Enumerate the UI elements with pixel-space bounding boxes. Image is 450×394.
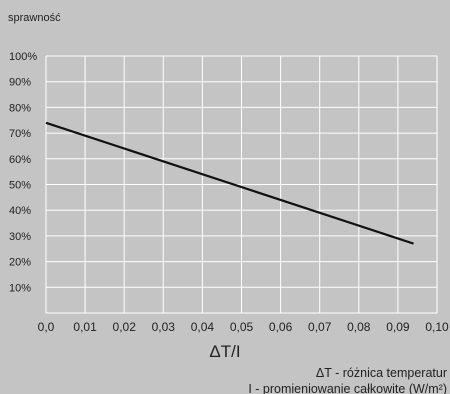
y-axis-ticks: 10% 20% 30% 40% 50% 60% 70% 80% 90% 100% — [9, 51, 37, 294]
x-tick-label: 0,01 — [73, 320, 97, 334]
x-axis-ticks: 0,0 0,01 0,02 0,03 0,04 0,05 0,06 0,07 0,08 0,09 0… — [38, 320, 449, 334]
x-tick-label: 0,0 — [38, 320, 55, 334]
y-tick-label: 40% — [9, 205, 31, 217]
x-tick-label: 0,07 — [308, 320, 332, 334]
y-tick-label: 20% — [9, 257, 31, 269]
x-tick-label: 0,03 — [152, 320, 176, 334]
x-tick-label: 0,09 — [386, 320, 410, 334]
x-tick-label: 0,02 — [113, 320, 137, 334]
x-tick-label: 0,05 — [230, 320, 254, 334]
series-group — [45, 121, 414, 245]
x-tick-label: 0,06 — [269, 320, 293, 334]
y-tick-label: 60% — [9, 154, 31, 166]
y-tick-label: 80% — [9, 102, 31, 114]
x-tick-label: 0,04 — [191, 320, 215, 334]
y-tick-label: 70% — [9, 128, 31, 140]
x-tick-label: 0,08 — [347, 320, 371, 334]
y-tick-label: 30% — [9, 231, 31, 243]
y-tick-label: 100% — [9, 51, 37, 63]
series-line — [45, 121, 414, 245]
legend-line-2: I - promieniowanie całkowite (W/m²) — [248, 382, 447, 394]
y-tick-label: 90% — [9, 77, 31, 89]
legend-line-1: ΔT - różnica temperatur — [316, 366, 447, 380]
y-tick-label: 10% — [9, 282, 31, 294]
x-tick-label: 0,10 — [425, 320, 449, 334]
chart-title: sprawność — [8, 12, 61, 24]
x-axis-label: ΔT/I — [209, 342, 240, 361]
y-tick-label: 50% — [9, 180, 31, 192]
grid — [45, 55, 438, 314]
